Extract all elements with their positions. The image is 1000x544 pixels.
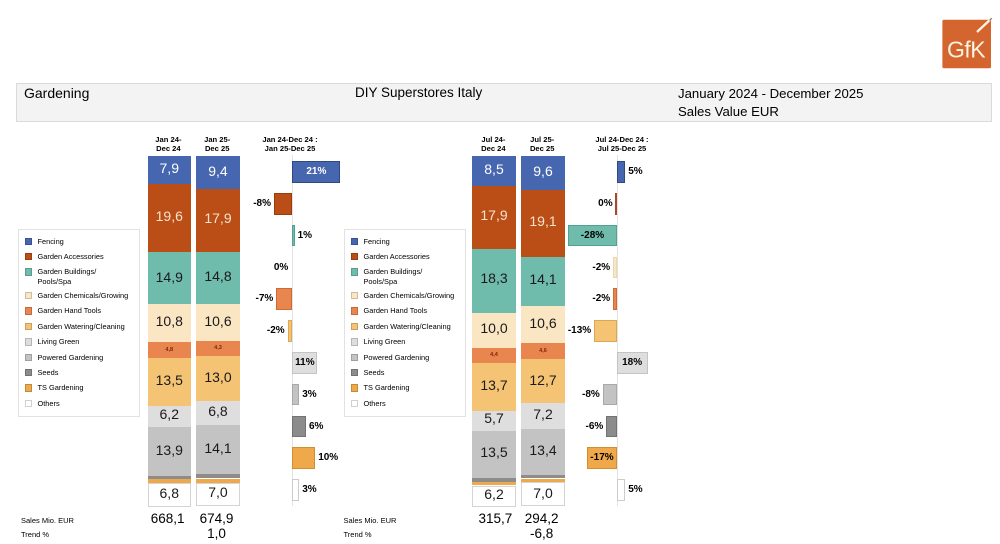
svg-text:GfK: GfK — [947, 37, 986, 63]
